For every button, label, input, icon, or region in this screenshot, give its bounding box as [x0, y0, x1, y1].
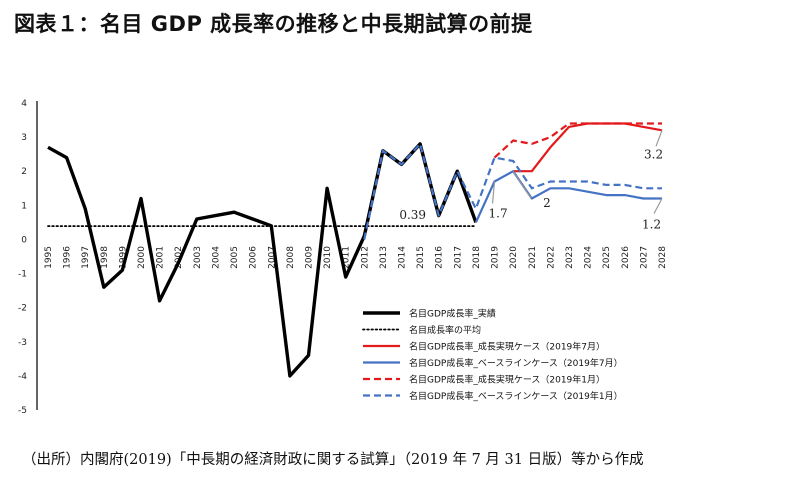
series-line: [47, 142, 478, 378]
x-tick-label: 2011: [342, 246, 352, 269]
source-note: （出所）内閣府(2019)「中長期の経済財政に関する試算」（2019 年 7 月…: [22, 452, 644, 468]
x-tick-label: 2008: [286, 246, 296, 269]
x-tick-label: 1997: [81, 246, 91, 269]
x-tick-label: 1999: [118, 246, 128, 269]
line-chart: 4 3 2 1 0 -1 -2 -3 -4 -5 1995 1996 1997 1998 1999 2000…: [18, 99, 668, 416]
data-label: 1.7: [489, 206, 508, 220]
x-tick-label: 2018: [472, 246, 482, 269]
x-tick-label: 2009: [304, 246, 314, 269]
x-tick-label: 2028: [658, 246, 668, 269]
data-label-leader: [491, 181, 496, 204]
legend-item: 名目GDP成長率_成長実現ケース（2019年7月）: [363, 341, 605, 353]
legend-item: 名目GDP成長率_成長実現ケース（2019年1月）: [363, 374, 605, 386]
legend-label: 名目GDP成長率_成長実現ケース（2019年1月）: [409, 374, 605, 386]
x-tick-label: 2023: [565, 246, 575, 269]
y-tick-label: 2: [21, 167, 27, 177]
x-tick-label: 2001: [156, 246, 166, 269]
data-label-leader: [655, 130, 663, 147]
x-tick-label: 2020: [509, 246, 519, 269]
x-tick-label: 2014: [398, 246, 408, 269]
series-4: [493, 122, 663, 159]
y-tick-label: 0: [21, 235, 27, 245]
series-5: [363, 142, 663, 240]
x-tick-label: 2024: [584, 246, 594, 269]
x-tick-label: 2003: [193, 246, 203, 269]
x-tick-label: 2021: [528, 246, 538, 269]
x-tick-labels: 1995 1996 1997 1998 1999 2000 2001 2002 2003 2004…: [44, 246, 668, 269]
series-0: [47, 142, 478, 378]
y-tick-label: 3: [21, 133, 27, 143]
chart-title: 図表１：名目 GDP 成長率の推移と中長期試算の前提: [14, 12, 533, 36]
legend-item: 名目GDP成長率_ベースラインケース（2019年7月）: [363, 357, 623, 369]
x-tick-label: 2027: [639, 246, 649, 269]
x-tick-label: 2025: [602, 246, 612, 269]
data-label: 1.2: [642, 218, 661, 232]
series-line: [513, 122, 663, 173]
x-tick-label: 2006: [249, 246, 259, 269]
x-tick-label: 1998: [100, 246, 110, 269]
x-tick-label: 2013: [379, 246, 389, 269]
data-label: 3.2: [644, 147, 663, 161]
legend-label: 名目GDP成長率_ベースラインケース（2019年1月）: [409, 390, 623, 402]
legend-label: 名目成長率の平均: [409, 324, 481, 336]
data-label: 2: [543, 196, 551, 210]
legend-label: 名目GDP成長率_実績: [409, 308, 496, 320]
x-tick-label: 1996: [63, 246, 73, 269]
x-tick-label: 2019: [491, 246, 501, 269]
legend-label: 名目GDP成長率_成長実現ケース（2019年7月）: [409, 341, 605, 353]
y-tick-label: 1: [21, 201, 27, 211]
data-labels: 0.39 1.7 2 1.2 3.2: [399, 130, 663, 232]
legend-item: 名目GDP成長率_実績: [363, 308, 496, 320]
chart-legend: 名目GDP成長率_実績名目成長率の平均名目GDP成長率_成長実現ケース（2019…: [362, 308, 623, 402]
y-tick-labels: 4 3 2 1 0 -1 -2 -3 -4 -5: [18, 99, 27, 416]
x-tick-label: 2004: [211, 246, 221, 269]
series-line: [493, 122, 662, 159]
y-tick-label: -3: [18, 338, 27, 348]
x-tick-label: 2012: [360, 246, 370, 269]
data-label-leader: [512, 170, 532, 199]
x-tick-label: 1995: [44, 246, 54, 269]
y-tick-label: 4: [21, 99, 27, 109]
series-2: [513, 122, 663, 173]
legend-label: 名目GDP成長率_ベースラインケース（2019年7月）: [409, 357, 623, 369]
x-tick-label: 2022: [546, 246, 556, 269]
x-tick-label: 2015: [416, 246, 426, 269]
y-tick-label: -4: [18, 372, 27, 382]
legend-item: 名目成長率の平均: [362, 324, 481, 336]
x-tick-label: 2010: [323, 246, 333, 269]
x-tick-label: 2005: [230, 246, 240, 269]
legend-item: 名目GDP成長率_ベースラインケース（2019年1月）: [363, 390, 623, 402]
x-tick-label: 2016: [435, 246, 445, 269]
y-tick-label: -1: [18, 270, 27, 280]
x-tick-label: 2000: [137, 246, 147, 269]
x-tick-label: 2017: [453, 246, 463, 269]
x-tick-label: 2007: [267, 246, 277, 269]
chart-series: [47, 122, 663, 378]
y-tick-label: -2: [18, 304, 27, 314]
data-label: 0.39: [399, 208, 426, 222]
x-tick-label: 2026: [621, 246, 631, 269]
y-tick-label: -5: [18, 406, 27, 416]
data-label-leader: [653, 198, 663, 214]
